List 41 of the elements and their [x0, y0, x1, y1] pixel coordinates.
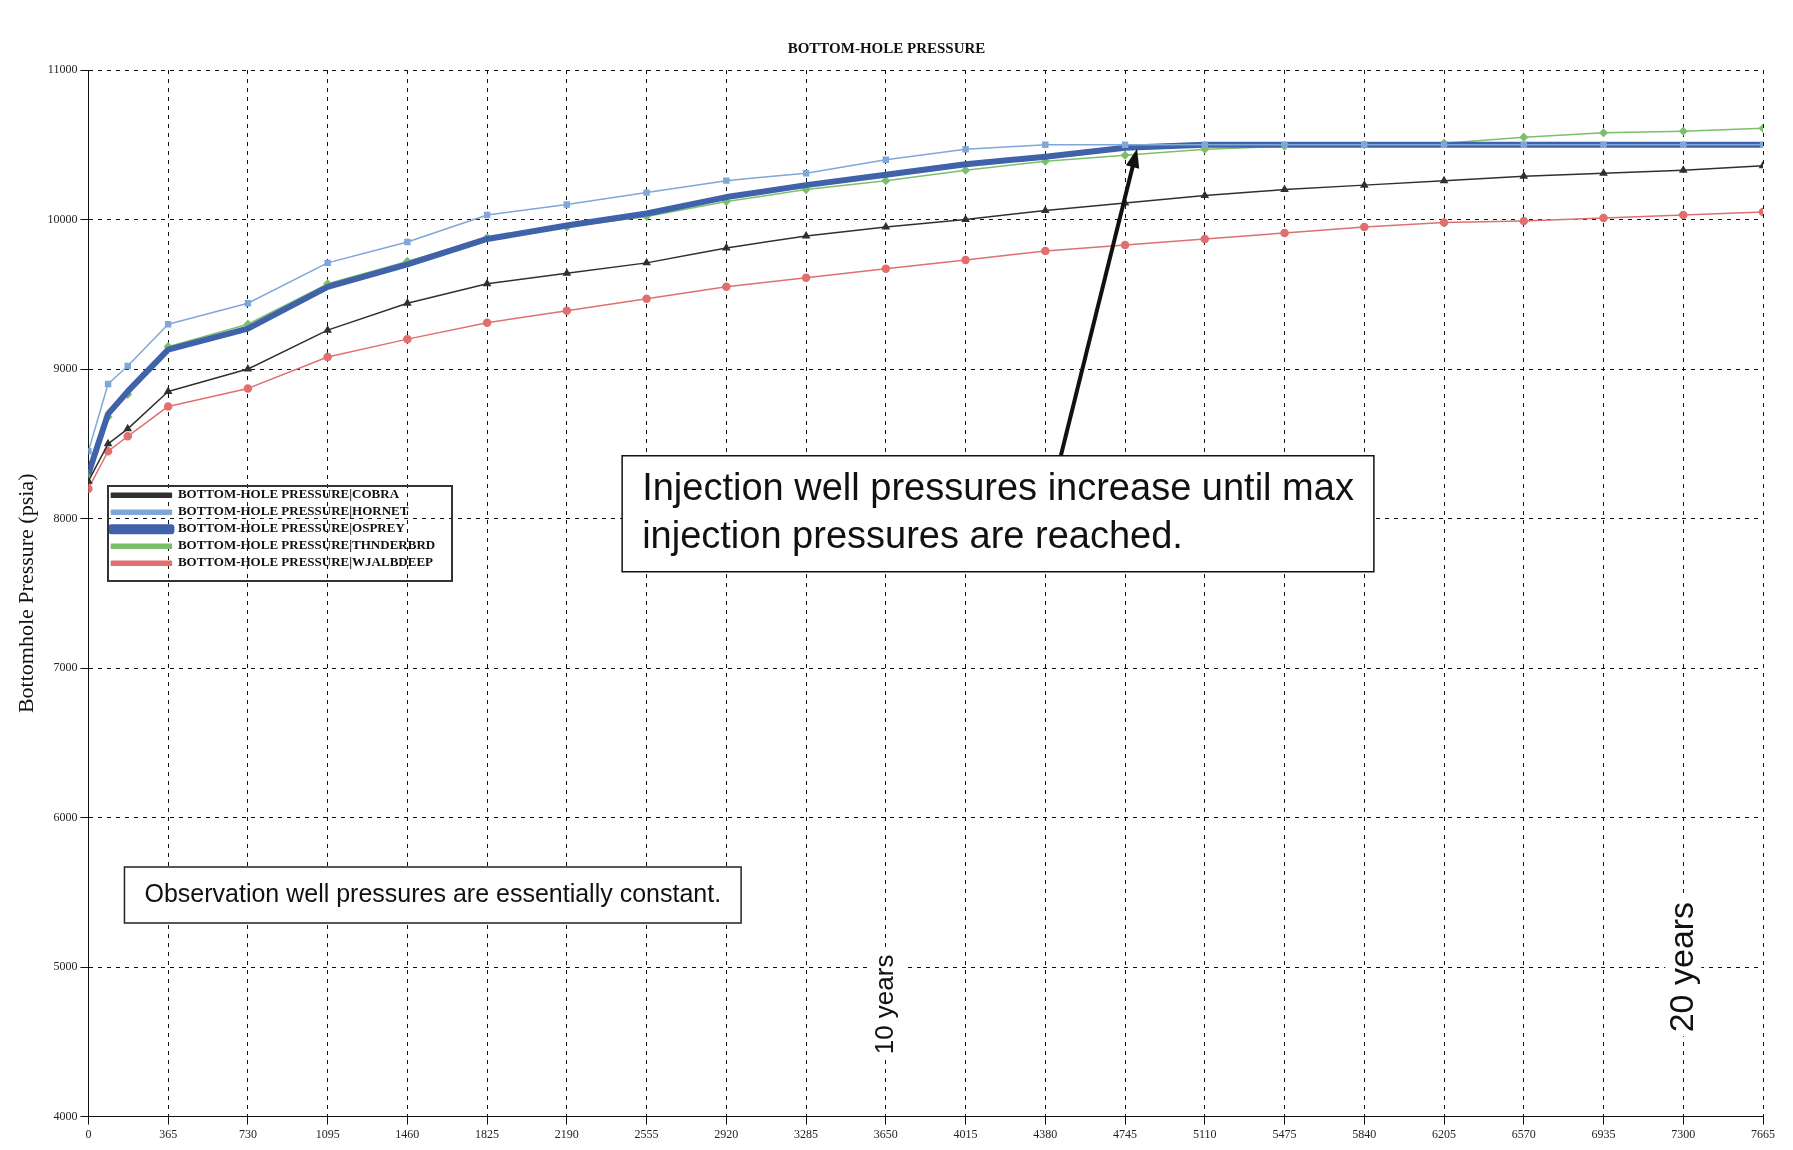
x-tick-label: 0	[85, 1126, 92, 1141]
x-tick-label: 365	[159, 1126, 178, 1141]
x-tick-label: 6205	[1432, 1126, 1457, 1141]
annotation: 10 years	[869, 954, 899, 1055]
y-tick-label: 4000	[53, 1108, 78, 1123]
x-tick-label: 5475	[1272, 1126, 1297, 1141]
legend-label: BOTTOM-HOLE PRESSURE|COBRA	[177, 486, 400, 502]
x-tick-label: 4380	[1033, 1126, 1058, 1141]
y-tick-label: 7000	[53, 660, 78, 675]
x-tick-label: 5110	[1193, 1126, 1217, 1141]
x-tick-label: 3285	[794, 1126, 819, 1141]
x-tick-label: 730	[238, 1126, 257, 1141]
annotation: Injection well pressures increase until max injection pressures are reached.	[642, 466, 1354, 557]
y-tick-label: 8000	[53, 510, 78, 525]
legend-label: BOTTOM-HOLE PRESSURE|THNDERBRD	[177, 537, 436, 553]
annotation: 20 years	[1661, 901, 1700, 1033]
x-tick-label: 7300	[1671, 1126, 1696, 1141]
x-tick-label: 2920	[714, 1126, 739, 1141]
annotation: Observation well pressures are essentially constant.	[144, 878, 722, 907]
x-tick-label: 1095	[315, 1126, 340, 1141]
chart-title: BOTTOM-HOLE PRESSURE	[787, 39, 986, 56]
x-tick-label: 6570	[1511, 1126, 1536, 1141]
legend-label: BOTTOM-HOLE PRESSURE|WJALBDEEP	[177, 554, 434, 570]
y-tick-label: 5000	[53, 959, 78, 974]
legend-label: BOTTOM-HOLE PRESSURE|OSPREY	[177, 520, 406, 536]
x-tick-label: 3650	[873, 1126, 898, 1141]
x-tick-label: 6935	[1591, 1126, 1616, 1141]
y-axis-title: Bottomhole Pressure (psia)	[12, 473, 38, 714]
y-tick-label: 10000	[47, 211, 78, 226]
x-tick-label: 4745	[1113, 1126, 1138, 1141]
x-tick-label: 5840	[1352, 1126, 1377, 1141]
x-tick-label: 2190	[554, 1126, 579, 1141]
x-tick-label: 2555	[634, 1126, 659, 1141]
x-tick-label: 7665	[1751, 1126, 1775, 1141]
y-tick-label: 9000	[53, 361, 78, 376]
y-tick-label: 6000	[53, 809, 78, 824]
legend-label: BOTTOM-HOLE PRESSURE|HORNET	[177, 503, 409, 519]
x-tick-label: 4015	[953, 1126, 978, 1141]
x-tick-label: 1460	[395, 1126, 420, 1141]
y-tick-label: 11000	[47, 62, 78, 77]
x-tick-label: 1825	[475, 1126, 500, 1141]
